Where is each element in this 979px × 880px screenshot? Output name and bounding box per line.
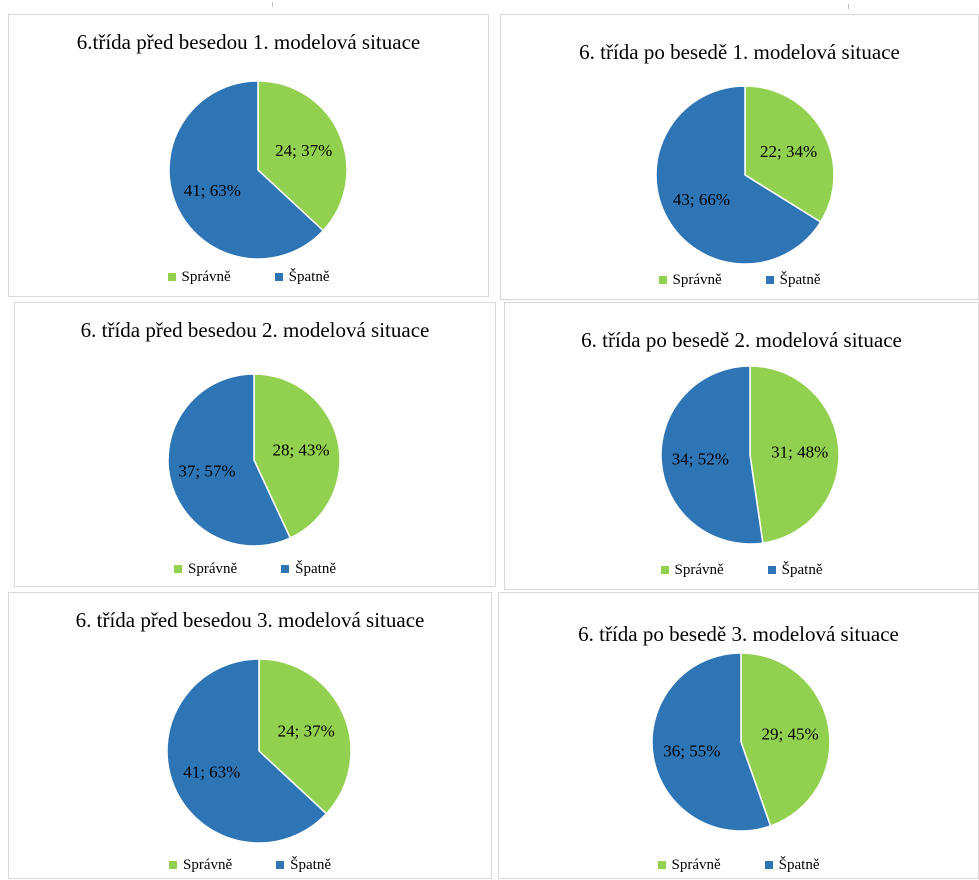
legend-swatch-spravne: [657, 861, 666, 869]
legend-swatch-spatne: [764, 861, 773, 869]
legend-swatch-spatne: [765, 276, 774, 284]
legend-label-spravne: Správně: [183, 857, 233, 873]
legend-swatch-spravne: [660, 566, 669, 574]
data-label: 37; 57%: [178, 461, 235, 480]
legend-item-spravne: Správně: [167, 268, 231, 286]
legend-item-spatne: Špatně: [764, 856, 820, 874]
chart-legend: Správně Špatně: [505, 561, 978, 579]
legend-label-spatne: Špatně: [781, 562, 823, 578]
legend-swatch-spatne: [274, 273, 283, 281]
chart-title: 6. třída před besedou 2. modelová situac…: [80, 318, 430, 342]
legend-label-spravne: Správně: [674, 562, 724, 578]
data-label: 36; 55%: [663, 741, 720, 760]
legend-swatch-spatne: [281, 565, 290, 573]
slice-spatne: [167, 373, 292, 547]
data-label: 24; 37%: [275, 141, 332, 160]
legend-swatch-spravne: [658, 276, 667, 284]
pie-chart: 29; 45% 36; 55%: [651, 652, 831, 832]
legend-item-spatne: Špatně: [765, 271, 821, 289]
chart-legend: Správně Špatně: [501, 271, 978, 289]
legend-label-spatne: Špatně: [288, 269, 330, 285]
pie-chart: 24; 37% 41; 63%: [166, 658, 352, 844]
chart-title: 6. třída po besedě 1. modelová situace: [579, 40, 900, 64]
legend-item-spatne: Špatně: [767, 561, 823, 579]
legend-label-spatne: Špatně: [778, 857, 820, 873]
pie-chart: 31; 48% 34; 52%: [660, 365, 840, 545]
legend-swatch-spravne: [167, 273, 176, 281]
slice-spatne: [655, 85, 822, 265]
chart-title: 6. třída před besedou 3. modelová situac…: [75, 608, 425, 632]
legend-swatch-spatne: [276, 861, 285, 869]
legend-label-spatne: Špatně: [290, 857, 331, 873]
chart-title: 6. třída po besedě 2. modelová situace: [581, 328, 902, 352]
slice-spravne: [749, 365, 840, 544]
data-label: 22; 34%: [760, 142, 817, 161]
legend-item-spatne: Špatně: [274, 268, 330, 286]
chart-panel-6: 6. třída po besedě 3. modelová situace 2…: [498, 592, 979, 879]
slice-spatne: [168, 80, 325, 260]
legend-label-spravne: Správně: [181, 269, 231, 285]
divider-tick: [272, 2, 273, 7]
chart-panel-4: 6. třída po besedě 2. modelová situace 3…: [504, 302, 979, 590]
data-label: 41; 63%: [184, 181, 241, 200]
legend-label-spatne: Špatně: [779, 272, 821, 288]
legend-swatch-spravne: [169, 861, 177, 869]
legend-item-spravne: Správně: [169, 856, 232, 874]
chart-panel-1: 6.třída před besedou 1. modelová situace…: [8, 14, 489, 297]
data-label: 43; 66%: [673, 190, 730, 209]
slice-spravne: [740, 652, 831, 827]
chart-legend: Správně Špatně: [9, 268, 488, 286]
chart-panel-5: 6. třída před besedou 3. modelová situac…: [8, 592, 492, 879]
legend-item-spravne: Správně: [660, 561, 724, 579]
data-label: 34; 52%: [672, 450, 729, 469]
legend-label-spravne: Správně: [672, 272, 722, 288]
slice-spatne: [166, 658, 328, 844]
legend-item-spravne: Správně: [174, 560, 237, 578]
legend-swatch-spravne: [174, 565, 182, 573]
legend-item-spatne: Špatně: [281, 560, 336, 578]
pie-chart: 28; 43% 37; 57%: [167, 373, 341, 547]
legend-label-spravne: Správně: [671, 857, 721, 873]
pie-chart: 24; 37% 41; 63%: [168, 80, 348, 260]
legend-item-spravne: Správně: [658, 271, 722, 289]
slice-spatne: [660, 365, 764, 545]
chart-legend: Správně Špatně: [9, 856, 491, 874]
slice-spravne: [258, 658, 352, 815]
legend-label-spravne: Správně: [188, 561, 238, 577]
legend-item-spatne: Špatně: [276, 856, 331, 874]
chart-panel-3: 6. třída před besedou 2. modelová situac…: [14, 302, 496, 587]
chart-legend: Správně Špatně: [15, 560, 495, 578]
slice-spravne: [257, 80, 348, 232]
pie-chart: 22; 34% 43; 66%: [655, 85, 835, 265]
chart-title: 6.třída před besedou 1. modelová situace: [76, 30, 421, 54]
data-label: 31; 48%: [771, 442, 828, 461]
divider-tick: [848, 4, 849, 9]
chart-legend: Správně Špatně: [499, 856, 978, 874]
data-label: 29; 45%: [762, 725, 819, 744]
data-label: 24; 37%: [278, 721, 335, 740]
slice-spravne: [253, 373, 341, 539]
data-label: 28; 43%: [272, 441, 329, 460]
slice-spatne: [651, 652, 772, 832]
chart-title: 6. třída po besedě 3. modelová situace: [578, 622, 899, 646]
chart-panel-2: 6. třída po besedě 1. modelová situace 2…: [500, 14, 979, 300]
data-label: 41; 63%: [183, 763, 240, 782]
legend-label-spatne: Špatně: [295, 561, 336, 577]
legend-item-spravne: Správně: [657, 856, 721, 874]
legend-swatch-spatne: [767, 566, 776, 574]
